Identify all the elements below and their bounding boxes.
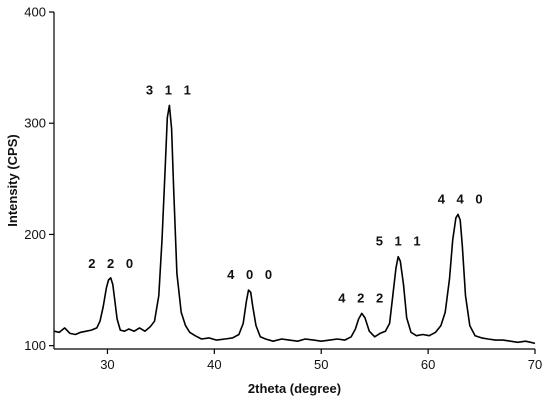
x-tick-label: 30 xyxy=(100,357,114,372)
peak-label: 5 1 1 xyxy=(376,234,425,249)
y-ticks: 100 200 300 400 xyxy=(24,5,54,353)
y-axis-title: Intensity (CPS) xyxy=(5,134,20,226)
peak-label: 3 1 1 xyxy=(146,82,195,97)
peak-label: 2 2 0 xyxy=(88,256,137,271)
y-tick-label: 400 xyxy=(24,5,46,20)
y-tick-label: 200 xyxy=(24,227,46,242)
series-line xyxy=(53,104,536,345)
x-tick-label: 40 xyxy=(207,357,221,372)
y-tick-label: 300 xyxy=(24,116,46,131)
peak-label: 4 2 2 xyxy=(338,290,387,305)
x-ticks: 30 40 50 60 70 xyxy=(100,349,542,372)
peak-annotations: 2 2 0 3 1 1 4 0 0 4 2 2 5 1 1 4 4 0 xyxy=(88,82,487,305)
peak-label: 4 4 0 xyxy=(438,191,487,206)
x-axis-title: 2theta (degree) xyxy=(248,381,341,396)
x-tick-label: 50 xyxy=(314,357,328,372)
x-tick-label: 60 xyxy=(421,357,435,372)
x-tick-label: 70 xyxy=(528,357,542,372)
plot-area: 30 40 50 60 70 100 200 300 400 2 2 0 3 1 1 4 0 0 4… xyxy=(24,5,542,373)
peak-label: 4 0 0 xyxy=(227,267,276,282)
y-tick-label: 100 xyxy=(24,338,46,353)
